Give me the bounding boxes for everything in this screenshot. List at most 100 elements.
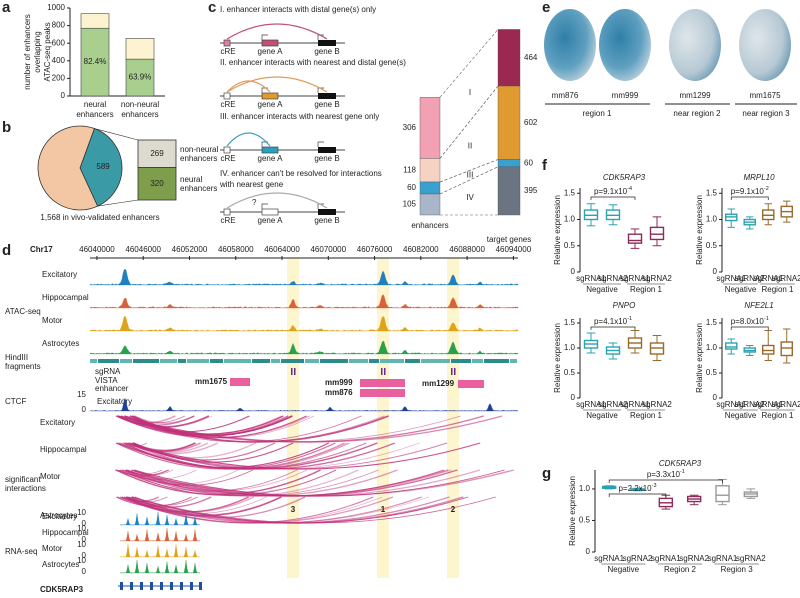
class-label: I — [469, 88, 471, 97]
y-tick-label: 1000 — [47, 3, 65, 12]
cre — [223, 92, 231, 100]
interaction-arc — [132, 415, 284, 435]
element-label: cRE — [220, 154, 235, 163]
interaction-arc — [129, 496, 267, 514]
segment-value: 118 — [403, 165, 416, 174]
y-axis-label: overlapping — [33, 31, 42, 72]
region-label: near region 3 — [742, 109, 790, 118]
element-label: gene B — [314, 216, 339, 225]
interaction-arc — [124, 469, 253, 486]
y-tick-label: 0 — [571, 267, 576, 276]
embryo-image — [544, 9, 596, 81]
box — [715, 485, 730, 503]
y-tick-label: 0 — [713, 393, 718, 402]
interaction-arc — [115, 442, 336, 470]
connector — [97, 199, 139, 207]
element-label: gene A — [258, 100, 284, 109]
x-tick-label: sgRNA1 — [716, 274, 746, 283]
y-tick-label: 200 — [52, 74, 66, 83]
dashed-link — [439, 159, 499, 183]
interaction-arc — [226, 80, 271, 93]
x-tick-label: 46094000 — [496, 245, 532, 254]
track-label: Astrocytes — [42, 560, 79, 569]
x-tick-label: sgRNA1 — [576, 274, 606, 283]
interaction-arc — [226, 76, 328, 93]
vista-enhancer — [360, 379, 405, 387]
dashed-link — [439, 85, 499, 159]
p-value: p=9.1x10-2 — [731, 186, 769, 196]
y-tick-label: 600 — [52, 38, 66, 47]
track-label: Astrocytes — [42, 339, 79, 348]
x-tick-label: sgRNA1 — [716, 400, 746, 409]
y-axis-label: Relative expression — [553, 195, 562, 265]
y-tick-label: 400 — [52, 56, 66, 65]
bar-segment — [80, 13, 110, 29]
fragment — [305, 359, 319, 363]
y-tick-label: 800 — [52, 21, 66, 30]
y-tick-label: 1.5 — [706, 318, 718, 327]
interaction-arc — [226, 132, 271, 147]
scale-label: 0 — [82, 567, 87, 576]
scale-label: 10 — [77, 540, 86, 549]
dashed-link — [439, 166, 499, 195]
fragment — [405, 359, 420, 363]
gene-title: NFE2L1 — [744, 301, 773, 310]
embryo-label: mm1675 — [749, 91, 781, 100]
p-value-exponent: -1 — [627, 316, 632, 322]
group-label: Region 1 — [630, 285, 663, 294]
signal-track — [89, 340, 519, 355]
stack-segment — [419, 96, 441, 159]
track-label: Motor — [40, 472, 61, 481]
sgrna-mark — [451, 368, 453, 375]
fragment — [380, 359, 404, 363]
unknown-mark: ? — [252, 198, 257, 207]
fragment — [187, 359, 209, 363]
x-tick-label: sgRNA2 — [735, 274, 765, 283]
y-axis-label: Relative expression — [695, 323, 704, 393]
exon — [180, 582, 183, 590]
group-label: Negative — [586, 411, 618, 420]
box — [762, 344, 775, 355]
panel-label: e — [542, 0, 550, 16]
segment-name: enhancers — [180, 154, 217, 163]
x-tick-label: sgRNA2 — [679, 554, 709, 563]
x-tick-label: sgRNA1 — [620, 400, 650, 409]
exon — [199, 582, 202, 590]
y-axis-label: number of enhancers — [23, 14, 32, 90]
exon — [120, 582, 123, 590]
p-value: p=4.1x10-1 — [594, 316, 632, 326]
class-label: III — [467, 171, 474, 180]
assay-label: ATAC-seq — [5, 307, 41, 316]
track-label: Hippocampal — [42, 293, 89, 302]
signal-track — [89, 315, 519, 332]
y-axis-label: Relative expression — [568, 476, 577, 546]
gene-title: CDK5RAP3 — [659, 459, 702, 468]
stack-segment — [497, 29, 521, 87]
y-tick-label: 0.5 — [706, 241, 718, 250]
fragment — [224, 359, 251, 363]
scale-label: 10 — [77, 508, 86, 517]
p-value-base: p=8.0x10 — [731, 317, 765, 326]
fragment — [320, 359, 348, 363]
interaction-arc — [128, 442, 420, 470]
p-value-base: p=9.1x10 — [731, 187, 765, 196]
x-tick-label: enhancers — [121, 110, 158, 119]
x-tick-label: 46088000 — [449, 245, 485, 254]
track-label: Astrocytes — [40, 511, 77, 520]
y-axis-label: Relative expression — [695, 195, 704, 265]
p-value-exponent: -3 — [652, 483, 657, 489]
exon — [190, 582, 193, 590]
interaction-arc — [120, 415, 362, 443]
p-value: p=3.3x10-1 — [647, 469, 685, 479]
x-tick-label: sgRNA1 — [620, 274, 650, 283]
x-tick-label: sgRNA2 — [598, 274, 628, 283]
stack-segment — [497, 85, 521, 160]
region-label: near region 2 — [673, 109, 721, 118]
gene-b — [318, 40, 336, 46]
signal-track — [89, 268, 519, 286]
assay-label: HindIII — [5, 353, 28, 362]
y-tick-label: 0 — [713, 267, 718, 276]
x-tick-label: sgRNA2 — [642, 400, 672, 409]
element-label: cRE — [220, 100, 235, 109]
x-tick-label: sgRNA2 — [736, 554, 766, 563]
